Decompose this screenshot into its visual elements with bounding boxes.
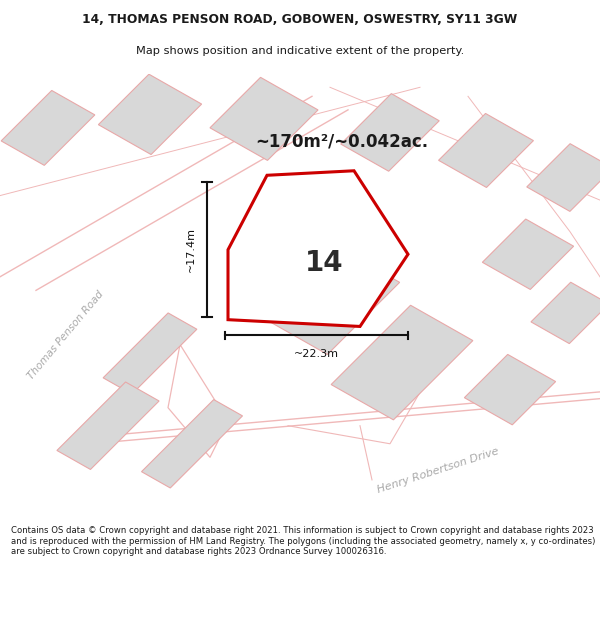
- Text: Map shows position and indicative extent of the property.: Map shows position and indicative extent…: [136, 46, 464, 56]
- Polygon shape: [341, 94, 439, 171]
- Text: 14, THOMAS PENSON ROAD, GOBOWEN, OSWESTRY, SY11 3GW: 14, THOMAS PENSON ROAD, GOBOWEN, OSWESTR…: [82, 13, 518, 26]
- Polygon shape: [439, 114, 533, 188]
- Text: ~17.4m: ~17.4m: [186, 228, 196, 272]
- Text: 14: 14: [305, 249, 343, 278]
- Polygon shape: [260, 244, 400, 354]
- Polygon shape: [103, 313, 197, 394]
- Polygon shape: [228, 171, 408, 326]
- Polygon shape: [331, 305, 473, 420]
- Text: ~22.3m: ~22.3m: [294, 349, 339, 359]
- Polygon shape: [142, 399, 242, 488]
- Polygon shape: [210, 78, 318, 161]
- Text: Thomas Penson Road: Thomas Penson Road: [26, 289, 106, 382]
- Polygon shape: [482, 219, 574, 289]
- Text: Contains OS data © Crown copyright and database right 2021. This information is : Contains OS data © Crown copyright and d…: [11, 526, 595, 556]
- Polygon shape: [531, 282, 600, 344]
- Polygon shape: [57, 382, 159, 469]
- Polygon shape: [464, 354, 556, 425]
- Polygon shape: [98, 74, 202, 154]
- Text: ~170m²/~0.042ac.: ~170m²/~0.042ac.: [256, 132, 428, 151]
- Polygon shape: [1, 91, 95, 166]
- Polygon shape: [527, 144, 600, 211]
- Text: Henry Robertson Drive: Henry Robertson Drive: [376, 446, 500, 495]
